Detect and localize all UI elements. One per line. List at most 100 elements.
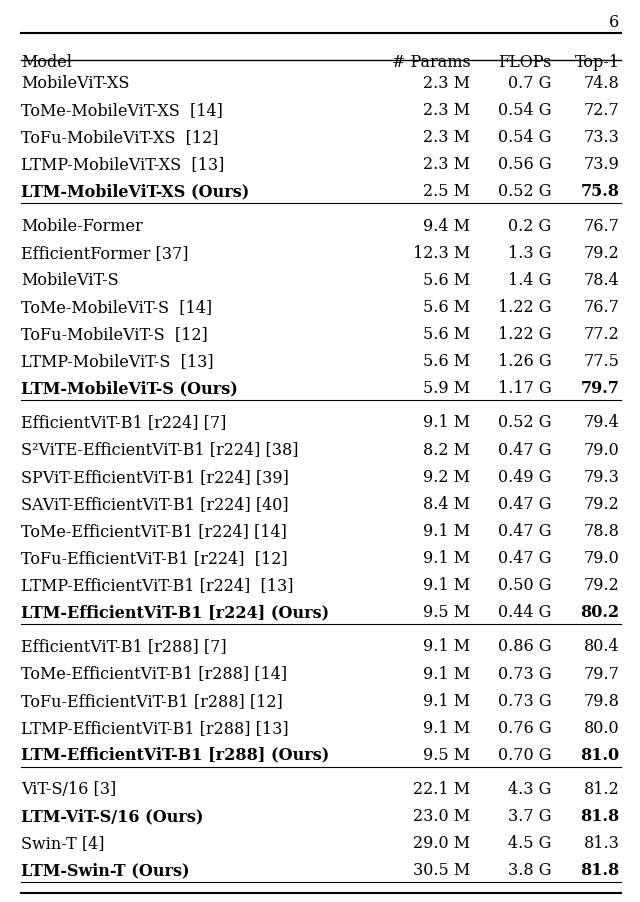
Text: 72.7: 72.7 <box>584 102 620 119</box>
Text: 80.4: 80.4 <box>584 638 620 655</box>
Text: 4.3 G: 4.3 G <box>508 780 552 797</box>
Text: 0.47 G: 0.47 G <box>498 522 552 539</box>
Text: 0.56 G: 0.56 G <box>498 156 552 173</box>
Text: LTMP-EfficientViT-B1 [r224]  [13]: LTMP-EfficientViT-B1 [r224] [13] <box>21 576 294 594</box>
Text: 0.86 G: 0.86 G <box>498 638 552 655</box>
Text: 79.2: 79.2 <box>584 576 620 594</box>
Text: LTMP-MobileViT-S  [13]: LTMP-MobileViT-S [13] <box>21 353 214 370</box>
Text: 9.1 M: 9.1 M <box>423 576 470 594</box>
Text: 6: 6 <box>609 14 620 32</box>
Text: 5.9 M: 5.9 M <box>423 380 470 397</box>
Text: 80.2: 80.2 <box>580 603 620 621</box>
Text: 5.6 M: 5.6 M <box>423 326 470 343</box>
Text: 5.6 M: 5.6 M <box>423 299 470 316</box>
Text: LTM-MobileViT-S (Ours): LTM-MobileViT-S (Ours) <box>21 380 238 397</box>
Text: Swin-T [4]: Swin-T [4] <box>21 834 104 851</box>
Text: 77.2: 77.2 <box>584 326 620 343</box>
Text: 9.1 M: 9.1 M <box>423 665 470 682</box>
Text: 9.5 M: 9.5 M <box>423 603 470 621</box>
Text: LTM-EfficientViT-B1 [r288] (Ours): LTM-EfficientViT-B1 [r288] (Ours) <box>21 746 330 763</box>
Text: Mobile-Former: Mobile-Former <box>21 217 143 235</box>
Text: ToFu-MobileViT-S  [12]: ToFu-MobileViT-S [12] <box>21 326 208 343</box>
Text: 79.2: 79.2 <box>584 495 620 512</box>
Text: 0.47 G: 0.47 G <box>498 441 552 458</box>
Text: 77.5: 77.5 <box>584 353 620 370</box>
Text: 2.5 M: 2.5 M <box>424 183 470 200</box>
Text: 73.3: 73.3 <box>584 129 620 146</box>
Text: 29.0 M: 29.0 M <box>413 834 470 851</box>
Text: 0.50 G: 0.50 G <box>498 576 552 594</box>
Text: 79.4: 79.4 <box>584 414 620 431</box>
Text: LTMP-EfficientViT-B1 [r288] [13]: LTMP-EfficientViT-B1 [r288] [13] <box>21 719 289 736</box>
Text: 2.3 M: 2.3 M <box>424 156 470 173</box>
Text: 2.3 M: 2.3 M <box>424 129 470 146</box>
Text: 0.73 G: 0.73 G <box>498 665 552 682</box>
Text: 4.5 G: 4.5 G <box>508 834 552 851</box>
Text: 3.7 G: 3.7 G <box>508 807 552 824</box>
Text: EfficientViT-B1 [r288] [7]: EfficientViT-B1 [r288] [7] <box>21 638 227 655</box>
Text: 2.3 M: 2.3 M <box>424 75 470 92</box>
Text: 79.0: 79.0 <box>584 441 620 458</box>
Text: SPViT-EfficientViT-B1 [r224] [39]: SPViT-EfficientViT-B1 [r224] [39] <box>21 468 289 485</box>
Text: EfficientFormer [37]: EfficientFormer [37] <box>21 244 189 262</box>
Text: SAViT-EfficientViT-B1 [r224] [40]: SAViT-EfficientViT-B1 [r224] [40] <box>21 495 289 512</box>
Text: ToFu-EfficientViT-B1 [r288] [12]: ToFu-EfficientViT-B1 [r288] [12] <box>21 692 283 709</box>
Text: 12.3 M: 12.3 M <box>413 244 470 262</box>
Text: 76.7: 76.7 <box>584 217 620 235</box>
Text: 0.49 G: 0.49 G <box>498 468 552 485</box>
Text: 81.3: 81.3 <box>584 834 620 851</box>
Text: 81.8: 81.8 <box>580 861 620 879</box>
Text: MobileViT-S: MobileViT-S <box>21 272 119 289</box>
Text: LTM-ViT-S/16 (Ours): LTM-ViT-S/16 (Ours) <box>21 807 204 824</box>
Text: 75.8: 75.8 <box>580 183 620 200</box>
Text: ViT-S/16 [3]: ViT-S/16 [3] <box>21 780 116 797</box>
Text: 0.7 G: 0.7 G <box>508 75 552 92</box>
Text: 23.0 M: 23.0 M <box>413 807 470 824</box>
Text: 9.1 M: 9.1 M <box>423 692 470 709</box>
Text: 9.1 M: 9.1 M <box>423 719 470 736</box>
Text: 79.2: 79.2 <box>584 244 620 262</box>
Text: ToFu-EfficientViT-B1 [r224]  [12]: ToFu-EfficientViT-B1 [r224] [12] <box>21 549 288 566</box>
Text: 0.44 G: 0.44 G <box>499 603 552 621</box>
Text: LTM-Swin-T (Ours): LTM-Swin-T (Ours) <box>21 861 189 879</box>
Text: 1.3 G: 1.3 G <box>508 244 552 262</box>
Text: 1.17 G: 1.17 G <box>498 380 552 397</box>
Text: 0.52 G: 0.52 G <box>498 183 552 200</box>
Text: S²ViTE-EfficientViT-B1 [r224] [38]: S²ViTE-EfficientViT-B1 [r224] [38] <box>21 441 299 458</box>
Text: 9.4 M: 9.4 M <box>424 217 470 235</box>
Text: EfficientViT-B1 [r224] [7]: EfficientViT-B1 [r224] [7] <box>21 414 227 431</box>
Text: 79.7: 79.7 <box>580 380 620 397</box>
Text: 2.3 M: 2.3 M <box>424 102 470 119</box>
Text: FLOPs: FLOPs <box>499 54 552 71</box>
Text: 8.4 M: 8.4 M <box>424 495 470 512</box>
Text: ToMe-EfficientViT-B1 [r288] [14]: ToMe-EfficientViT-B1 [r288] [14] <box>21 665 287 682</box>
Text: 1.26 G: 1.26 G <box>498 353 552 370</box>
Text: ToMe-MobileViT-XS  [14]: ToMe-MobileViT-XS [14] <box>21 102 223 119</box>
Text: 81.0: 81.0 <box>580 746 620 763</box>
Text: 9.1 M: 9.1 M <box>423 549 470 566</box>
Text: 74.8: 74.8 <box>584 75 620 92</box>
Text: 5.6 M: 5.6 M <box>423 353 470 370</box>
Text: ToFu-MobileViT-XS  [12]: ToFu-MobileViT-XS [12] <box>21 129 219 146</box>
Text: 81.2: 81.2 <box>584 780 620 797</box>
Text: 0.2 G: 0.2 G <box>508 217 552 235</box>
Text: LTM-EfficientViT-B1 [r224] (Ours): LTM-EfficientViT-B1 [r224] (Ours) <box>21 603 329 621</box>
Text: 9.5 M: 9.5 M <box>423 746 470 763</box>
Text: 30.5 M: 30.5 M <box>413 861 470 879</box>
Text: Model: Model <box>21 54 72 71</box>
Text: 9.1 M: 9.1 M <box>423 638 470 655</box>
Text: 0.47 G: 0.47 G <box>498 549 552 566</box>
Text: 0.54 G: 0.54 G <box>498 102 552 119</box>
Text: 5.6 M: 5.6 M <box>423 272 470 289</box>
Text: ToMe-EfficientViT-B1 [r224] [14]: ToMe-EfficientViT-B1 [r224] [14] <box>21 522 287 539</box>
Text: 1.4 G: 1.4 G <box>508 272 552 289</box>
Text: 8.2 M: 8.2 M <box>424 441 470 458</box>
Text: 3.8 G: 3.8 G <box>508 861 552 879</box>
Text: LTMP-MobileViT-XS  [13]: LTMP-MobileViT-XS [13] <box>21 156 225 173</box>
Text: Top-1: Top-1 <box>575 54 620 71</box>
Text: 73.9: 73.9 <box>584 156 620 173</box>
Text: 0.70 G: 0.70 G <box>498 746 552 763</box>
Text: 79.7: 79.7 <box>584 665 620 682</box>
Text: 0.52 G: 0.52 G <box>498 414 552 431</box>
Text: 0.47 G: 0.47 G <box>498 495 552 512</box>
